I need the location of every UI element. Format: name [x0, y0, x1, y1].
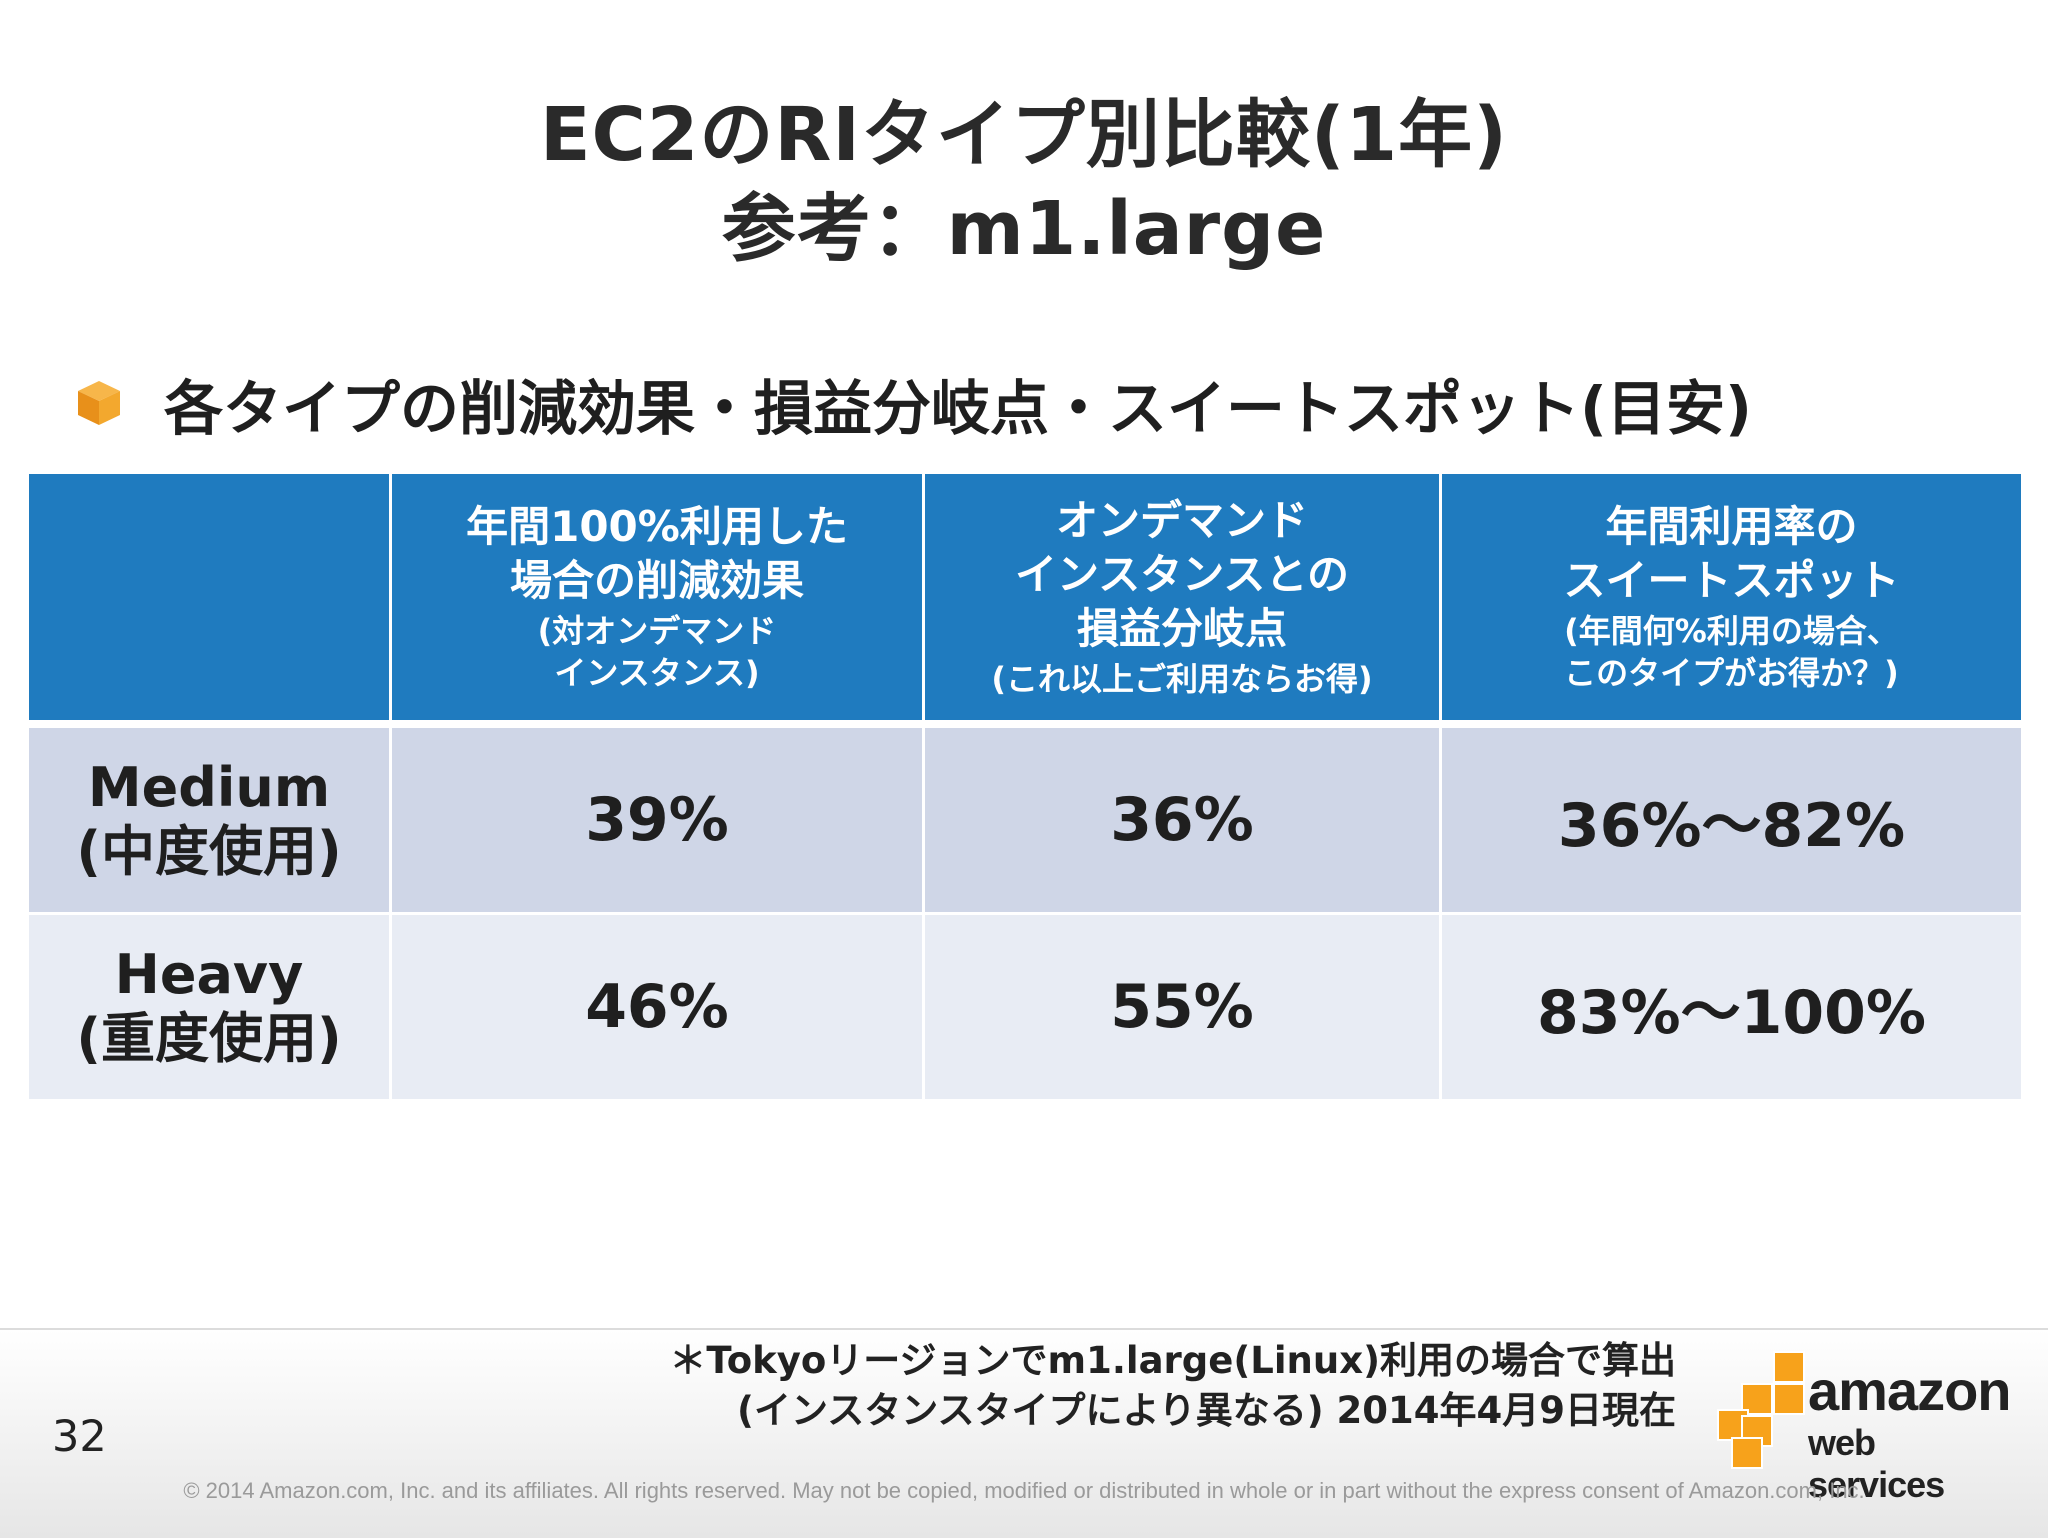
- copyright-text: © 2014 Amazon.com, Inc. and its affiliat…: [183, 1478, 1865, 1503]
- table-cell: 36%～82%: [1442, 728, 2021, 915]
- footnote-line1: ＊Tokyoリージョンでm1.large(Linux)利用の場合で算出: [669, 1339, 1676, 1382]
- table-row: Heavy (重度使用) 46% 55% 83%～100%: [29, 915, 2021, 1102]
- header-reduction-effect: 年間100%利用した 場合の削減効果 (対オンデマンド インスタンス): [392, 474, 925, 728]
- table-cell: 39%: [392, 728, 925, 915]
- header-empty-cell: [29, 474, 392, 728]
- row-label-medium: Medium (中度使用): [29, 728, 392, 915]
- table-cell: 83%～100%: [1442, 915, 2021, 1102]
- slide-title-line1: EC2のRIタイプ別比較(1年): [540, 92, 1508, 178]
- footer-bar: [0, 1328, 2048, 1538]
- aws-logo-word-amazon: amazon: [1808, 1359, 2011, 1422]
- comparison-table: 年間100%利用した 場合の削減効果 (対オンデマンド インスタンス) オンデマ…: [29, 474, 2021, 1102]
- slide-title-line2: 参考：m1.large: [721, 186, 1327, 272]
- aws-cubes-icon: [1717, 1351, 1805, 1469]
- bullet-text: 各タイプの削減効果・損益分岐点・スイートスポット(目安): [164, 373, 1752, 443]
- page-number: 32: [52, 1412, 107, 1462]
- header-sweet-spot: 年間利用率の スイートスポット (年間何%利用の場合、 このタイプがお得か？): [1442, 474, 2021, 728]
- cube-icon: [78, 381, 120, 425]
- table-cell: 36%: [925, 728, 1442, 915]
- row-label-heavy: Heavy (重度使用): [29, 915, 392, 1102]
- table-cell: 46%: [392, 915, 925, 1102]
- slide-title: EC2のRIタイプ別比較(1年) 参考：m1.large: [0, 88, 2048, 276]
- footnote-line2: (インスタンスタイプにより異なる) 2014年4月9日現在: [737, 1389, 1676, 1432]
- footnote: ＊Tokyoリージョンでm1.large(Linux)利用の場合で算出 (インス…: [669, 1336, 1676, 1436]
- aws-logo-word-webservices: web services: [1808, 1422, 1945, 1505]
- table-row: Medium (中度使用) 39% 36% 36%～82%: [29, 728, 2021, 915]
- aws-logo: amazon web services: [1716, 1350, 2018, 1505]
- table-header-row: 年間100%利用した 場合の削減効果 (対オンデマンド インスタンス) オンデマ…: [29, 474, 2021, 728]
- bullet-point: 各タイプの削減効果・損益分岐点・スイートスポット(目安): [74, 358, 1752, 448]
- table-cell: 55%: [925, 915, 1442, 1102]
- header-break-even: オンデマンド インスタンスとの 損益分岐点 (これ以上ご利用ならお得): [925, 474, 1442, 728]
